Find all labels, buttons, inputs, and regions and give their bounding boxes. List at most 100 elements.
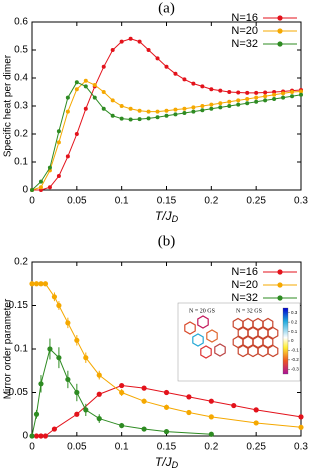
data-point bbox=[254, 90, 259, 95]
data-point bbox=[33, 411, 40, 417]
data-point bbox=[83, 355, 89, 361]
data-point bbox=[218, 105, 223, 110]
x-tick-label: 0.1 bbox=[115, 442, 129, 453]
data-point bbox=[290, 94, 295, 99]
x-axis-label-main: T/J bbox=[155, 455, 173, 469]
x-tick-label: 0.15 bbox=[157, 196, 177, 207]
y-axis-label: Mirror order parameter bbox=[3, 298, 14, 399]
data-point bbox=[96, 416, 102, 422]
data-point bbox=[101, 64, 106, 69]
x-axis-label: T/JD bbox=[155, 455, 179, 470]
data-point bbox=[30, 188, 34, 192]
data-point bbox=[83, 78, 88, 83]
data-point bbox=[29, 281, 35, 287]
data-point bbox=[38, 179, 43, 184]
colorbar-tick-label: -0.2 bbox=[291, 357, 299, 362]
y-tick-label: 0.05 bbox=[9, 387, 29, 398]
data-point bbox=[155, 115, 160, 120]
data-point bbox=[42, 433, 49, 439]
data-point bbox=[101, 90, 106, 94]
data-point bbox=[119, 104, 124, 108]
data-point bbox=[186, 409, 192, 416]
data-point bbox=[236, 98, 241, 103]
x-tick-label: 0.1 bbox=[115, 196, 129, 207]
x-tick-label: 0.3 bbox=[294, 442, 308, 453]
data-point bbox=[65, 376, 71, 383]
data-point bbox=[38, 381, 44, 387]
x-axis-label-sub: D bbox=[172, 214, 179, 224]
data-point bbox=[65, 320, 71, 326]
data-point bbox=[146, 109, 151, 114]
y-tick-label: 0 bbox=[22, 431, 28, 442]
data-point bbox=[272, 97, 277, 101]
data-point bbox=[272, 90, 277, 94]
legend-marker bbox=[277, 15, 283, 21]
y-tick-label: 0 bbox=[22, 185, 28, 196]
legend-label: N=32 bbox=[231, 292, 258, 304]
data-point bbox=[191, 81, 196, 86]
legend-label: N=16 bbox=[231, 12, 258, 24]
x-tick-label: 0.2 bbox=[204, 442, 218, 453]
data-point bbox=[137, 39, 142, 44]
data-point bbox=[173, 112, 178, 117]
x-axis-label-sub: D bbox=[172, 460, 179, 470]
legend-label: N=20 bbox=[231, 25, 258, 37]
panel-label: (b) bbox=[158, 233, 176, 249]
colorbar-tick-label: 0.3 bbox=[291, 310, 298, 315]
data-point bbox=[164, 108, 169, 113]
legend-marker bbox=[277, 28, 283, 34]
lattice-hexagon bbox=[267, 326, 279, 340]
colorbar-tick-label: -0.3 bbox=[291, 366, 299, 371]
data-point bbox=[119, 389, 125, 396]
inset-label: N = 20 GS bbox=[189, 308, 215, 314]
data-point bbox=[290, 90, 295, 94]
x-tick-label: 0.25 bbox=[246, 196, 266, 207]
x-tick-label: 0.25 bbox=[246, 442, 266, 453]
data-point bbox=[173, 71, 178, 76]
data-point bbox=[200, 104, 205, 108]
y-tick-label: 0.4 bbox=[14, 73, 28, 84]
data-point bbox=[51, 426, 58, 432]
y-tick-label: 0.1 bbox=[14, 157, 28, 168]
data-point bbox=[83, 407, 89, 413]
data-point bbox=[137, 108, 142, 113]
data-point bbox=[74, 87, 79, 92]
colorbar-tick-label: 0.2 bbox=[291, 319, 298, 324]
data-point bbox=[245, 101, 250, 106]
lattice-hexagon bbox=[262, 335, 274, 349]
figure: (a) 0 0.1 0.2 0.3 0.4 0.5 0.6 0 0.05 0.1 0.15 0.2 0.2… bbox=[3, 0, 309, 470]
data-point bbox=[74, 337, 80, 343]
data-point bbox=[263, 90, 268, 95]
lattice-hexagon bbox=[192, 333, 204, 347]
data-point bbox=[38, 433, 44, 439]
data-point bbox=[83, 106, 88, 111]
data-point bbox=[56, 355, 62, 361]
inset-frame bbox=[177, 302, 301, 382]
data-point bbox=[47, 185, 52, 190]
data-point bbox=[56, 140, 61, 145]
data-point bbox=[141, 385, 147, 391]
data-point bbox=[56, 302, 62, 309]
data-point bbox=[218, 101, 223, 106]
data-point bbox=[263, 94, 268, 99]
data-point bbox=[186, 394, 192, 400]
data-point bbox=[51, 294, 58, 300]
legend-marker bbox=[277, 282, 283, 288]
data-point bbox=[298, 414, 304, 420]
data-point bbox=[128, 106, 133, 111]
x-tick-label: 0.3 bbox=[294, 196, 308, 207]
data-point bbox=[155, 56, 160, 61]
lattice-hexagon bbox=[214, 343, 226, 357]
data-point bbox=[110, 113, 115, 118]
data-point bbox=[200, 108, 205, 113]
data-point bbox=[182, 106, 187, 111]
data-point bbox=[253, 420, 259, 426]
data-point bbox=[299, 92, 303, 97]
data-point bbox=[119, 382, 125, 389]
colorbar-tick-label: 0 bbox=[291, 338, 294, 343]
data-point bbox=[65, 109, 70, 114]
data-point bbox=[47, 165, 52, 170]
x-tick-label: 0.05 bbox=[67, 196, 87, 207]
legend-marker bbox=[277, 295, 283, 301]
data-point bbox=[208, 398, 214, 404]
